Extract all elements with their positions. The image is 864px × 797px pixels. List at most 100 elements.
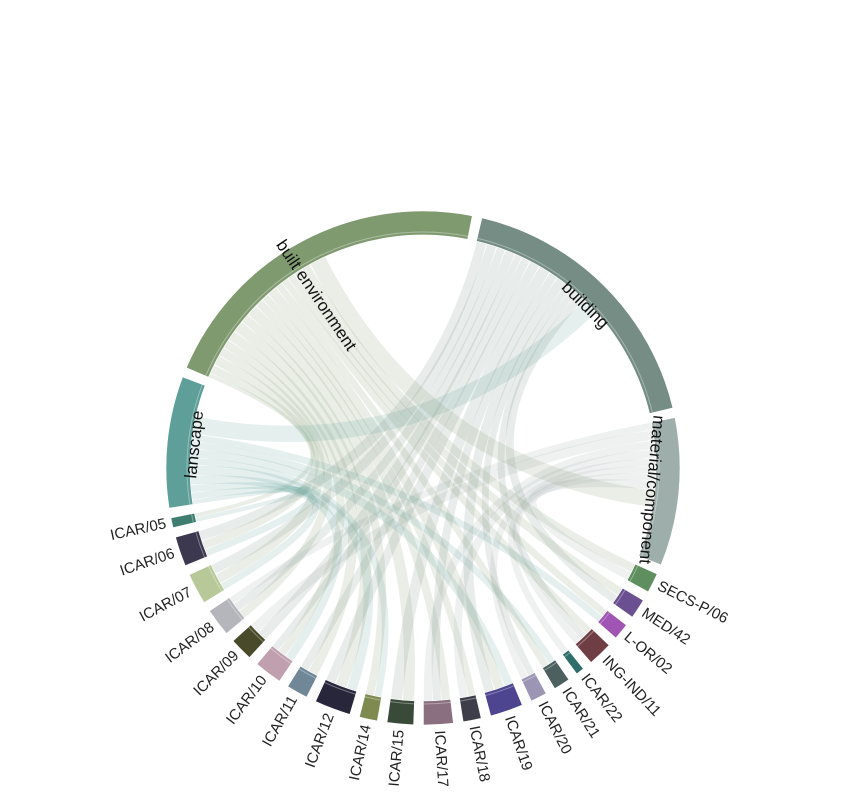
chord-icar-11-to-built-environment [228,331,358,676]
chord-icar-21-to-lanscape [190,441,555,664]
arc-icar-14 [358,693,382,722]
arc-ing-ind-11 [574,628,610,663]
chord-ing-ind-11-to-built-environment [282,278,592,634]
label-icar-12: ICAR/12 [302,711,338,770]
label-icar-19: ICAR/19 [501,714,536,773]
chord-icar-18-to-built-environment [262,294,476,697]
label-icar-11: ICAR/11 [259,693,301,750]
arc-edge-icar-10 [270,647,292,665]
chord-secs-p-06-to-material-component [528,479,656,580]
arc-icar-07 [188,564,225,604]
arc-edge-icar-22 [563,651,571,658]
arc-icar-20 [520,672,547,702]
arc-icar-09 [232,624,267,658]
arc-secs-p-06 [626,563,658,593]
chord-icar-12-to-building [326,261,540,684]
label-icar-17: ICAR/17 [431,730,451,788]
arc-icar-17 [423,699,454,726]
arc-edge-icar-18 [459,697,477,702]
chord-icar-14-to-lanscape [190,458,389,698]
chord-icar-09-to-building [258,250,515,640]
arc-icar-21 [542,659,570,690]
label-icar-14: ICAR/14 [346,723,375,782]
label-icar-18: ICAR/18 [466,724,494,783]
arc-icar-11 [287,665,318,698]
arc-lanscape [165,376,206,509]
arc-edge-icar-17 [423,701,451,705]
arc-med-42 [612,587,644,618]
arc-icar-22 [562,649,584,675]
chord-icar-10-to-lanscape [190,475,343,662]
chord-lanscape-to-building [192,300,597,442]
arc-icar-19 [484,682,523,717]
chord-icar-05-to-built-environment [194,373,315,518]
arc-edge-lanscape [186,384,203,505]
chord-icar-17-to-building [431,272,557,701]
arc-edge-icar-14 [364,696,382,701]
chord-icar-14-to-built-environment [242,314,387,696]
chord-icar-07-to-built-environment [214,355,325,584]
chord-med-42-to-building [505,293,618,603]
label-icar-07: ICAR/07 [137,584,195,626]
chord-icar-11-to-building [300,257,530,671]
arc-edge-med-42 [614,589,626,606]
arc-edge-icar-07 [207,565,223,592]
chord-icar-08-to-building [233,247,505,611]
chord-icar-12-to-built-environment [234,321,372,689]
arc-built-environment [185,210,473,378]
chord-icar-15-to-building [390,266,550,701]
chord-icar-10-to-building [272,254,522,651]
arc-edge-material-component [641,421,660,558]
chord-ing-ind-11-to-building [497,288,587,640]
chord-icar-07-to-building [211,243,497,574]
arc-edge-secs-p-06 [629,565,639,582]
chord-secs-p-06-to-built-environment [302,264,636,572]
arc-edge-icar-05 [191,513,194,523]
arc-edge-icar-09 [248,626,264,643]
arc-l-or-02 [597,609,627,639]
chord-icar-08-to-built-environment [219,347,332,618]
arc-edge-icar-15 [389,701,415,705]
chord-icar-10-to-built-environment [223,340,345,656]
chord-icar-06-to-building [198,241,487,541]
chord-icar-15-to-built-environment [248,306,415,701]
chord-icar-19-to-lanscape [190,449,513,687]
arc-icar-05 [170,512,197,529]
label-icar-06: ICAR/06 [118,545,177,580]
chord-l-or-02-to-lanscape [191,434,603,622]
chord-links [189,241,657,701]
chord-icar-21-to-built-environment [276,282,549,668]
arc-edge-icar-08 [226,598,243,621]
chord-icar-20-to-building [481,284,572,676]
label-icar-09: ICAR/09 [190,647,242,699]
chord-icar-06-to-built-environment [201,365,320,550]
arc-icar-08 [209,597,246,635]
chord-med-42-to-built-environment [294,269,623,596]
chord-icar-17-to-built-environment [256,299,451,701]
arc-edge-icar-19 [485,685,515,697]
chord-icar-09-to-material-component [251,430,655,633]
label-icar-08: ICAR/08 [162,619,218,667]
chord-ing-ind-11-to-material-component [512,473,656,645]
arc-icar-12 [315,679,358,715]
arc-icar-15 [386,698,415,726]
arc-edge-built-environment [205,231,469,377]
chord-icar-20-to-material-component [490,458,656,680]
arc-icar-06 [175,530,208,567]
arc-edge-building [476,237,653,413]
arc-building [476,217,674,414]
arc-edge-icar-20 [522,674,537,683]
chord-icar-19-to-building [463,277,566,693]
chord-icar-18-to-material-component [453,449,656,699]
label-icar-05: ICAR/05 [109,515,168,544]
arc-edge-icar-12 [324,681,356,695]
chord-l-or-02-to-built-environment [288,274,608,617]
chord-icar-06-to-lanscape [191,485,315,557]
arc-edge-l-or-02 [599,611,611,625]
chord-icar-07-to-lanscape [190,482,319,590]
chord-icar-12-to-lanscape [189,465,374,692]
arc-material-component [638,417,681,566]
arc-edge-icar-11 [298,668,317,679]
chord-icar-22-to-material-component [508,466,657,655]
